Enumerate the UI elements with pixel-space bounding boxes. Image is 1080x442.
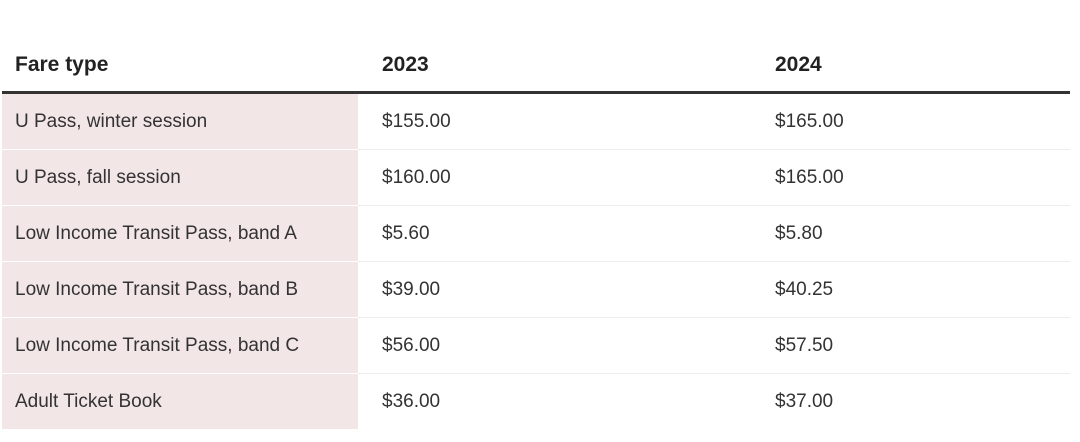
table-header: Fare type 2023 2024 xyxy=(2,38,1070,94)
price-2024-cell: $57.50 xyxy=(748,317,1070,374)
price-2024-cell: $165.00 xyxy=(748,92,1070,150)
column-header-2023: 2023 xyxy=(358,38,748,94)
price-2023-cell: $5.60 xyxy=(358,205,748,262)
column-header-2024: 2024 xyxy=(748,38,1070,94)
price-2024-cell: $37.00 xyxy=(775,390,834,412)
fare-table-container: Fare type 2023 2024 U Pass, winter sessi… xyxy=(2,38,1070,429)
fare-type-cell: Low Income Transit Pass, band C xyxy=(2,317,358,374)
price-2024-cell: $40.25 xyxy=(748,261,1070,318)
fare-type-cell: Adult Ticket Book xyxy=(2,373,358,429)
header-row: Fare type 2023 2024 xyxy=(2,38,1070,94)
fare-type-cell: U Pass, fall session xyxy=(2,149,358,206)
price-2023-cell: $56.00 xyxy=(358,317,748,374)
price-2023-cell: $39.00 xyxy=(358,261,748,318)
price-2024-cell: $165.00 xyxy=(748,149,1070,206)
fare-table: Fare type 2023 2024 U Pass, winter sessi… xyxy=(2,38,1070,429)
table-row: U Pass, winter session $155.00 $165.00 xyxy=(2,92,1070,150)
fare-type-cell: Low Income Transit Pass, band A xyxy=(2,205,358,262)
table-body: U Pass, winter session $155.00 $165.00 U… xyxy=(2,92,1070,429)
fare-type-cell: Low Income Transit Pass, band B xyxy=(2,261,358,318)
table-row: Adult Ticket Book $36.00 $37.00 xyxy=(2,373,1070,429)
price-2024-cell: $5.80 xyxy=(748,205,1070,262)
table-row: Low Income Transit Pass, band C $56.00 $… xyxy=(2,317,1070,374)
price-2023-cell: $155.00 xyxy=(358,92,748,150)
price-2023-cell: $160.00 xyxy=(358,149,748,206)
column-header-fare-type: Fare type xyxy=(2,38,358,94)
price-2023-cell: $36.00 xyxy=(382,390,441,412)
table-row: Low Income Transit Pass, band B $39.00 $… xyxy=(2,261,1070,318)
table-row: U Pass, fall session $160.00 $165.00 xyxy=(2,149,1070,206)
fare-type-cell: U Pass, winter session xyxy=(2,92,358,150)
table-row: Low Income Transit Pass, band A $5.60 $5… xyxy=(2,205,1070,262)
